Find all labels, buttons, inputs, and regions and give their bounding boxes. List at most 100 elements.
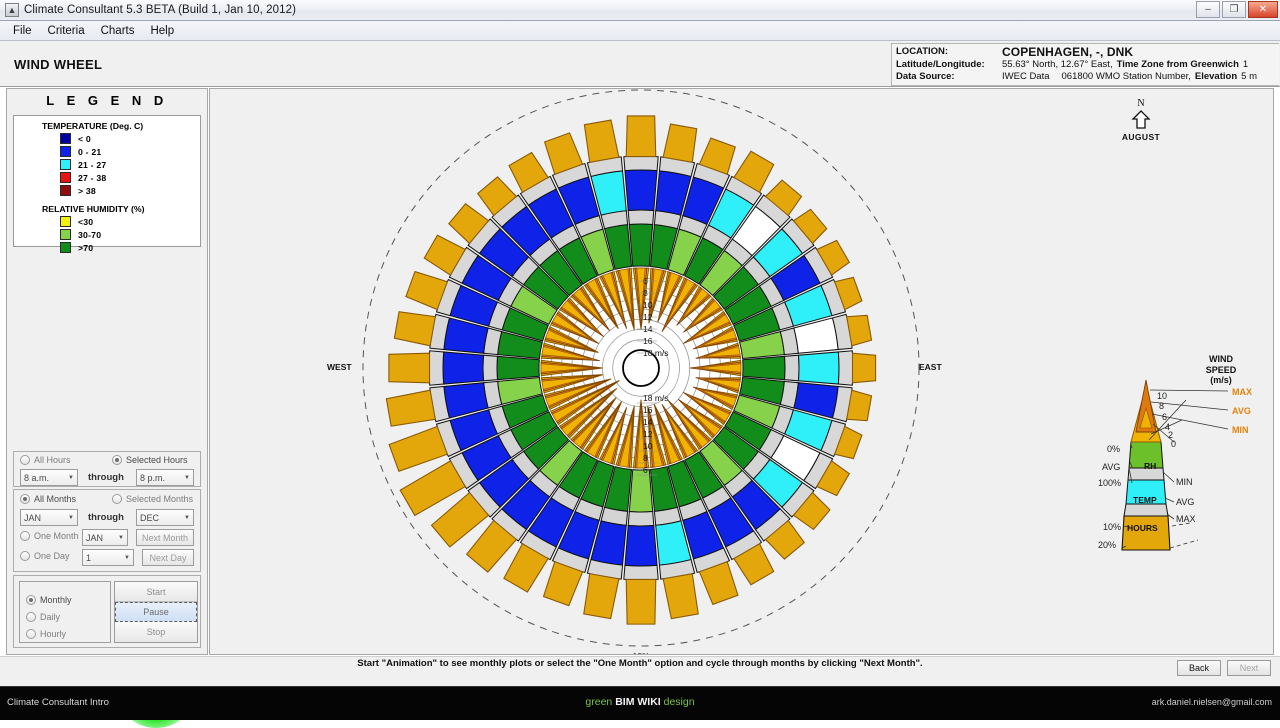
menu-criteria[interactable]: Criteria [47, 24, 85, 37]
legend-temp-swatch [60, 146, 71, 157]
legend-rh-label: <30 [78, 216, 94, 227]
animate-hourly-radio[interactable]: Hourly [26, 629, 66, 639]
wheel-grey-band-outer [837, 350, 854, 386]
radial-tick-bottom: 6 [643, 465, 648, 475]
all-hours-radio[interactable]: All Hours [20, 455, 71, 465]
wheel-temp-segment [797, 351, 840, 385]
menu-help[interactable]: Help [150, 24, 175, 37]
wheel-wind-min-spike [573, 405, 610, 448]
animate-pause-button[interactable]: Pause [115, 602, 197, 622]
animate-start-button[interactable]: Start [115, 582, 197, 602]
hours-from-value: 8 a.m. [24, 472, 50, 483]
datasource-label: Data Source: [896, 71, 955, 83]
wheel-wind-min-spike [545, 329, 588, 349]
left-panel: L E G E N D TEMPERATURE (Deg. C) < 0 0 - … [6, 88, 208, 728]
selected-months-radio[interactable]: Selected Months [112, 494, 193, 504]
radio-dot-icon [26, 612, 36, 622]
wind-key-min-label: MIN [1232, 425, 1249, 435]
wind-key-tick-8: 8 [1159, 401, 1165, 411]
legend-box: TEMPERATURE (Deg. C) < 0 0 - 21 21 - 27 27 … [13, 115, 201, 253]
wheel-temp-segment [442, 351, 485, 385]
wheel-hours-bar [851, 352, 877, 384]
wheel-wind-min-spike [703, 378, 741, 390]
wheel-wind-min-spike [700, 329, 737, 347]
elevation-value: 5 m [1241, 71, 1257, 83]
wheel-hours-bar [448, 203, 490, 245]
months-to-select[interactable]: DEC ▼ [136, 509, 194, 526]
close-button[interactable]: ✕ [1248, 1, 1278, 18]
wheel-hours-bar [583, 119, 620, 163]
wheel-hours-bar [405, 270, 449, 311]
bottom-overlay-bar: Climate Consultant Intro green BIM WIKI … [0, 686, 1280, 720]
wheel-grey-band-inner [627, 510, 655, 527]
wheel-hours-bar [846, 389, 873, 422]
wind-key-tick-4: 4 [1165, 422, 1171, 432]
intro-link[interactable]: Climate Consultant Intro [7, 697, 109, 708]
wheel-wind-min-spike [689, 313, 731, 340]
animate-daily-radio[interactable]: Daily [26, 612, 60, 622]
wheel-hours-bar [543, 132, 584, 176]
animate-daily-label: Daily [40, 612, 61, 622]
wheel-hours-bar [388, 425, 449, 472]
animate-monthly-radio[interactable]: Monthly [26, 595, 72, 605]
one-month-radio[interactable]: One Month [20, 531, 79, 541]
wmo-value: 061800 WMO Station Number, [1061, 71, 1191, 83]
hours-to-select[interactable]: 8 p.m. ▼ [136, 469, 194, 486]
wind-key-max-label: MAX [1232, 387, 1252, 397]
chevron-down-icon: ▼ [68, 474, 74, 481]
legend-temp-row: 27 - 38 [60, 171, 200, 184]
key-hours-band [1121, 515, 1171, 551]
latlon-value: 55.63° North, 12.67° East, [1002, 58, 1113, 70]
wheel-hours-bar [792, 208, 828, 245]
wheel-hours-bar [833, 425, 863, 460]
menu-charts[interactable]: Charts [100, 24, 135, 37]
maximize-button[interactable]: ❐ [1222, 1, 1246, 18]
legend-rh-swatch [60, 216, 71, 227]
wheel-wind-min-spike [681, 288, 709, 320]
wheel-hours-bar [476, 176, 518, 217]
compass-indicator: N AUGUST [1112, 98, 1170, 142]
next-month-button[interactable]: Next Month [136, 529, 194, 546]
legend-temp-swatch [60, 172, 71, 183]
one-month-select[interactable]: JAN ▼ [82, 529, 128, 546]
window-title: Climate Consultant 5.3 BETA (Build 1, Ja… [24, 4, 297, 16]
next-button[interactable]: Next [1227, 660, 1271, 676]
wheel-grey-band-outer [428, 350, 445, 386]
wheel-hours-bar [430, 491, 490, 548]
selected-hours-radio[interactable]: Selected Hours [112, 455, 188, 465]
selected-hours-label: Selected Hours [126, 455, 188, 465]
animate-stop-button[interactable]: Stop [115, 622, 197, 642]
radial-tick-bottom: 8 [643, 453, 648, 463]
one-month-value: JAN [86, 532, 104, 543]
back-button[interactable]: Back [1177, 660, 1221, 676]
animate-buttons: Start Pause Stop [114, 581, 198, 643]
wheel-hours-bar [399, 460, 466, 517]
legend-rh-row: <30 [60, 215, 200, 228]
legend-temp-swatch [60, 133, 71, 144]
wind-speed-key: WIND SPEED (m/s) MAX AVG MIN 10 8 6 4 2 … [1086, 350, 1276, 560]
menu-file[interactable]: File [13, 24, 32, 37]
months-through-label: through [88, 512, 124, 523]
next-day-button[interactable]: Next Day [142, 549, 194, 566]
radio-dot-icon [112, 455, 122, 465]
legend-temp-label: > 38 [78, 185, 96, 196]
window-buttons: – ❐ ✕ [1196, 1, 1278, 18]
months-from-select[interactable]: JAN ▼ [20, 509, 78, 526]
wheel-wind-min-spike [665, 278, 696, 326]
minimize-button[interactable]: – [1196, 1, 1220, 18]
wheel-hours-bar [503, 542, 549, 593]
wheel-hours-bar [815, 460, 851, 497]
hours-tick-20: 20% [1098, 540, 1117, 550]
hours-from-select[interactable]: 8 a.m. ▼ [20, 469, 78, 486]
radial-tick-bottom: 16 [643, 405, 653, 415]
all-months-radio[interactable]: All Months [20, 494, 76, 504]
chevron-down-icon: ▼ [184, 514, 190, 521]
all-months-label: All Months [34, 494, 77, 504]
one-day-select[interactable]: 1 ▼ [82, 549, 134, 566]
rh-tick-avg: AVG [1102, 462, 1121, 472]
one-day-radio[interactable]: One Day [20, 551, 70, 561]
wheel-hours-bar [388, 352, 431, 384]
key-wind-avg [1135, 379, 1157, 433]
wheel-wind-min-spike [561, 395, 609, 436]
